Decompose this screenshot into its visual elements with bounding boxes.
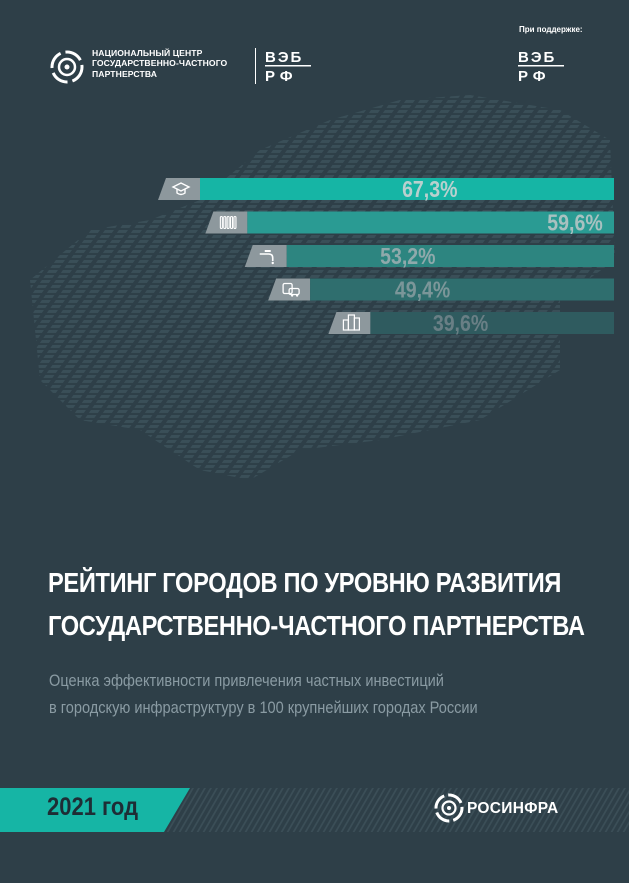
water-tap-icon <box>259 250 274 265</box>
education-icon <box>171 182 191 196</box>
rosinfra-logo-icon <box>434 793 464 823</box>
bar-icon-tag <box>244 245 287 267</box>
org-line-2: ГОСУДАРСТВЕННО-ЧАСТНОГО <box>92 58 228 69</box>
radiator-icon <box>219 215 237 230</box>
year-band <box>0 788 629 832</box>
bar-icon-tag <box>205 211 248 234</box>
bar-chart: 67,3% 59,6% 53,2% 49,4% 39,6% <box>158 177 615 337</box>
bar <box>247 211 615 234</box>
bar-value-label: 59,6% <box>547 210 602 236</box>
support-label: При поддержке: <box>519 25 583 34</box>
title-line-2: ГОСУДАРСТВЕННО-ЧАСТНОГО ПАРТНЕРСТВА <box>48 610 585 641</box>
org-line-3: ПАРТНЕРСТВА <box>92 68 158 79</box>
buildings-icon <box>342 314 360 331</box>
veb-rf-logo: ВЭБ РФ <box>265 49 311 84</box>
bar <box>286 245 614 267</box>
supporter-bottom-text: РФ <box>518 68 551 84</box>
supporter-top-text: ВЭБ <box>518 49 556 66</box>
bar <box>200 178 614 200</box>
subtitle-line-2: в городскую инфраструктуру в 100 крупней… <box>49 699 478 717</box>
bar <box>310 278 614 301</box>
header-divider <box>255 48 256 84</box>
report-subtitle: Оценка эффективности привлечения частных… <box>49 668 553 722</box>
report-title: РЕЙТИНГ ГОРОДОВ ПО УРОВНЮ РАЗВИТИЯ ГОСУД… <box>48 561 585 647</box>
veb-top-text: ВЭБ <box>265 49 303 66</box>
transport-icon <box>282 282 300 297</box>
bar-value-label: 49,4% <box>395 277 450 303</box>
supporter-veb-rf-logo: ВЭБ РФ <box>518 49 564 84</box>
subtitle-line-1: Оценка эффективности привлечения частных… <box>49 672 444 690</box>
bar <box>370 312 614 334</box>
veb-bottom-text: РФ <box>265 68 298 84</box>
org-line-1: НАЦИОНАЛЬНЫЙ ЦЕНТР <box>92 48 203 58</box>
bar-icon-tag <box>158 178 200 200</box>
organization-name: НАЦИОНАЛЬНЫЙ ЦЕНТР ГОСУДАРСТВЕННО-ЧАСТНО… <box>92 48 257 79</box>
year-label: 2021 год <box>47 793 139 821</box>
bar-value-label: 39,6% <box>433 311 488 337</box>
bar-value-label: 67,3% <box>402 177 457 203</box>
rosinfra-brand: РОСИНФРА <box>467 800 559 817</box>
national-center-logo-icon <box>50 50 84 84</box>
bar-value-label: 53,2% <box>380 244 435 270</box>
title-line-1: РЕЙТИНГ ГОРОДОВ ПО УРОВНЮ РАЗВИТИЯ <box>48 567 562 598</box>
